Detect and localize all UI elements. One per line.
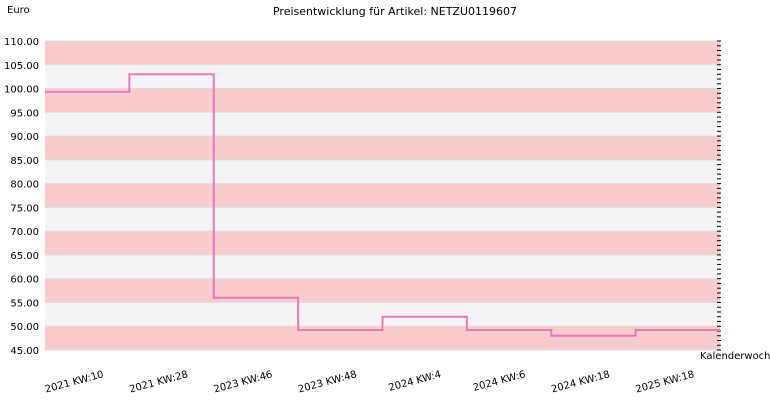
y-tick-label: 110.00 (4, 37, 39, 48)
band (45, 278, 720, 303)
band (45, 254, 720, 279)
x-tick-label: 2023 KW:48 (297, 369, 358, 395)
x-axis-label: Kalenderwoche (700, 351, 770, 362)
y-tick-label: 70.00 (10, 227, 39, 238)
band (45, 207, 720, 232)
x-tick-label: 2021 KW:28 (128, 369, 189, 395)
x-tick-label: 2024 KW:4 (388, 369, 443, 394)
y-tick-label: 95.00 (10, 108, 39, 119)
band (45, 41, 720, 65)
y-tick-label: 50.00 (10, 322, 39, 333)
background-bands (45, 41, 720, 350)
y-tick-label: 105.00 (4, 61, 39, 72)
right-minor-ticks (717, 40, 721, 351)
band (45, 112, 720, 137)
band (45, 231, 720, 255)
price-series-line (45, 73, 720, 337)
y-tick-label: 85.00 (10, 156, 39, 167)
band (45, 159, 720, 184)
y-tick-label: 90.00 (10, 132, 39, 143)
y-tick-label: 80.00 (10, 180, 39, 191)
band (45, 302, 720, 327)
band (45, 64, 720, 89)
y-tick-label: 75.00 (10, 203, 39, 214)
x-tick-label: 2025 KW:18 (635, 369, 696, 395)
band (45, 183, 720, 208)
y-axis-label: Euro (7, 5, 30, 16)
x-tick-label: 2021 KW:10 (44, 369, 105, 395)
band (45, 88, 720, 113)
x-axis-ticks: 2021 KW:10 2021 KW:28 2023 KW:46 2023 KW:48… (44, 369, 696, 395)
y-tick-label: 100.00 (4, 85, 39, 96)
band (45, 136, 720, 160)
x-tick-label: 2024 KW:18 (550, 369, 611, 395)
y-axis-ticks: 45.00 50.00 55.00 60.00 65.00 70.00 75.00 80.00… (4, 37, 39, 357)
y-tick-label: 45.00 (10, 346, 39, 357)
y-tick-label: 55.00 (10, 298, 39, 309)
chart-title: Preisentwicklung für Artikel: NETZU01196… (273, 5, 517, 18)
y-tick-label: 60.00 (10, 275, 39, 286)
grid-lines (45, 40, 720, 351)
x-tick-label: 2023 KW:46 (213, 369, 274, 395)
y-tick-label: 65.00 (10, 251, 39, 262)
x-tick-label: 2024 KW:6 (472, 369, 527, 394)
